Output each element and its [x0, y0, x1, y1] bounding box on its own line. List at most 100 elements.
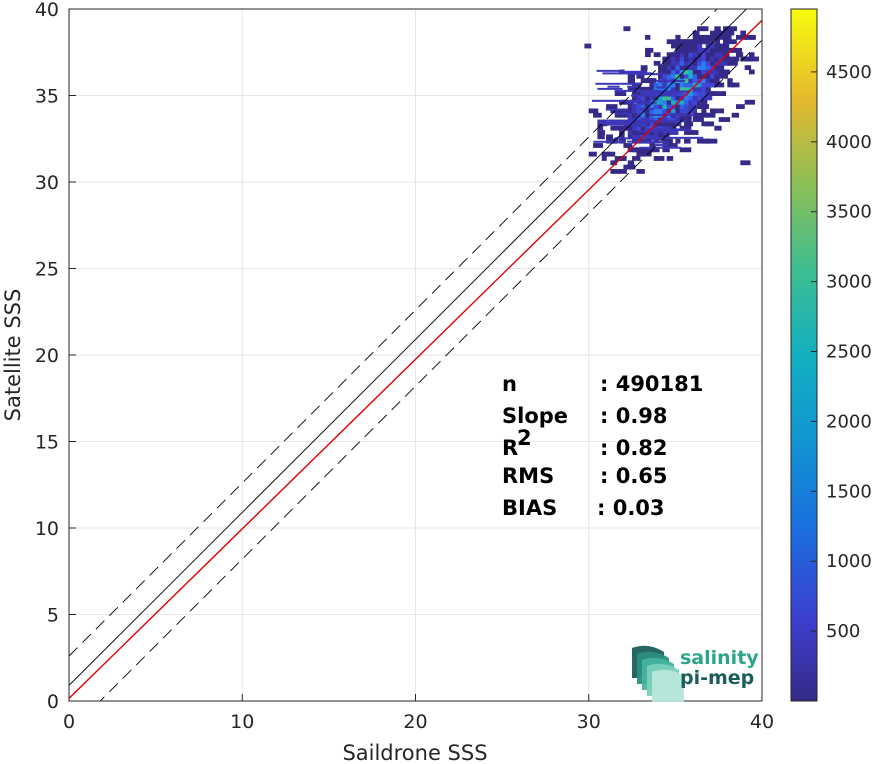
heat-cell — [671, 86, 678, 92]
heat-cell — [658, 69, 668, 75]
heat-cell — [705, 39, 714, 45]
heat-cell — [623, 125, 630, 131]
heat-cell — [597, 87, 623, 90]
heat-cell — [692, 95, 701, 101]
heat-cell — [643, 92, 682, 95]
heat-cell — [598, 121, 611, 124]
colorbar-tick-label: 2500 — [826, 342, 872, 363]
lower-bound-line — [99, 39, 762, 701]
y-tick-label: 40 — [35, 0, 59, 21]
heat-cell — [662, 82, 668, 88]
heat-cell — [597, 125, 604, 131]
heat-cell — [649, 90, 690, 93]
heat-cell — [692, 39, 705, 45]
heat-cell — [705, 121, 715, 127]
stat-label: Slope — [502, 404, 568, 428]
heat-cell — [656, 79, 686, 82]
heat-cell — [727, 30, 735, 36]
heat-cell — [662, 99, 669, 105]
heat-cell — [679, 86, 687, 92]
heat-cell — [627, 164, 636, 170]
heat-cell — [649, 130, 655, 135]
heat-cell — [740, 30, 746, 36]
heat-cell — [632, 86, 639, 92]
heat-cell — [601, 151, 610, 157]
heat-cell — [701, 56, 708, 62]
heat-cell — [619, 130, 625, 135]
heat-cell — [679, 95, 688, 101]
heat-cell — [640, 78, 649, 84]
heat-cell — [701, 69, 709, 75]
heat-cell — [692, 34, 699, 40]
stat-value: : 0.82 — [600, 436, 668, 460]
heat-cell — [591, 99, 637, 102]
heat-cell — [610, 160, 618, 166]
heat-cell — [679, 104, 687, 109]
stat-label: n — [502, 372, 517, 396]
heat-cell — [666, 156, 674, 161]
x-tick-label: 0 — [63, 711, 75, 733]
heat-cell — [675, 108, 681, 114]
heat-cell — [658, 86, 667, 92]
heat-cell — [649, 143, 656, 148]
heat-cell — [697, 60, 703, 66]
heat-cell — [597, 130, 606, 135]
heat-cell — [740, 56, 749, 62]
heat-cell — [636, 86, 646, 92]
heat-cell — [653, 60, 661, 66]
heat-cell — [701, 95, 713, 101]
heat-cell — [627, 78, 636, 84]
heat-cell — [606, 104, 618, 109]
heat-cell — [679, 43, 686, 49]
heat-cell — [731, 112, 740, 118]
identity-line — [69, 9, 748, 686]
heat-cell — [588, 151, 597, 157]
heat-cell — [723, 26, 729, 32]
heat-cell — [645, 125, 651, 131]
heat-cell — [623, 143, 633, 148]
heat-cell — [636, 151, 645, 157]
heat-cell — [662, 65, 668, 71]
heat-cell — [610, 125, 620, 131]
heat-cell — [640, 130, 647, 135]
heat-cell — [692, 130, 699, 135]
heat-cell — [701, 52, 709, 58]
heat-cell — [727, 78, 733, 84]
heat-cell — [692, 52, 701, 58]
heat-cell — [688, 104, 697, 109]
heat-cell — [662, 121, 670, 127]
heat-cell — [640, 112, 648, 118]
heat-cell — [727, 39, 737, 45]
heat-cell — [649, 113, 695, 116]
y-tick-label: 5 — [47, 605, 59, 627]
heat-cell — [705, 138, 718, 144]
heat-cell — [701, 65, 709, 71]
heat-cell — [701, 108, 707, 114]
heat-cell — [675, 47, 684, 53]
heat-cell — [718, 52, 727, 58]
heat-cell — [645, 128, 685, 131]
axis-ticks: 0 10 20 30 40 0 5 10 15 20 25 30 35 40 — [35, 0, 774, 733]
heat-cell — [714, 52, 723, 58]
heat-cell — [744, 65, 752, 71]
heat-cell — [679, 99, 686, 105]
heat-cell — [662, 138, 673, 144]
heat-cell — [662, 108, 668, 114]
heat-cell — [623, 70, 647, 73]
heat-cell — [662, 147, 670, 153]
heat-cell — [610, 169, 620, 174]
heat-cell — [671, 125, 677, 131]
regression-line — [69, 19, 762, 699]
heat-cell — [658, 95, 667, 101]
heat-cell — [688, 47, 698, 53]
heat-cell — [653, 104, 663, 109]
heat-cell — [627, 112, 634, 118]
heat-cell — [723, 73, 728, 79]
heat-cell — [675, 34, 681, 40]
heat-cell — [627, 130, 635, 135]
heat-cell — [671, 117, 677, 122]
y-tick-label: 10 — [35, 518, 59, 540]
heat-cell — [688, 43, 697, 49]
heat-cell — [597, 134, 605, 140]
